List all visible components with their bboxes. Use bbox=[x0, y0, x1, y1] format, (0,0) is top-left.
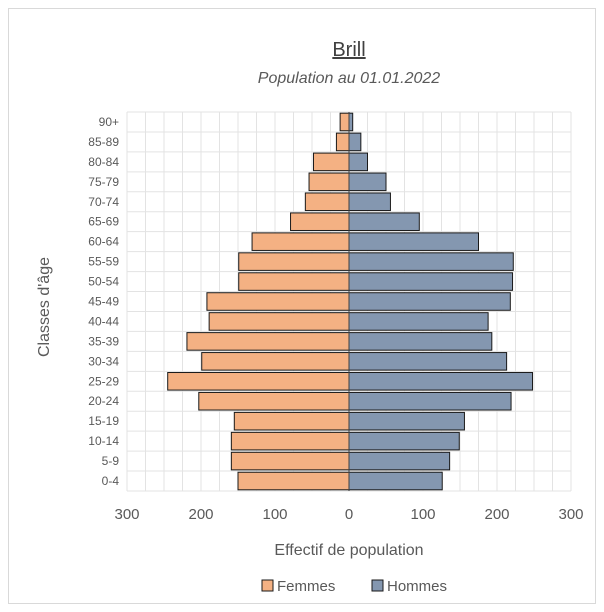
bar-femmes-60-64 bbox=[251, 232, 350, 251]
bar-hommes-5-9 bbox=[348, 451, 451, 471]
bar-femmes-75-79 bbox=[308, 172, 350, 192]
bar-hommes-60-64 bbox=[348, 232, 479, 251]
bar-femmes-5-9 bbox=[230, 451, 350, 471]
y-tick-label: 10-14 bbox=[88, 434, 119, 448]
bar-series bbox=[167, 112, 534, 491]
y-tick-label: 90+ bbox=[99, 115, 119, 129]
legend-swatch-hommes bbox=[371, 579, 384, 592]
bar-hommes-25-29 bbox=[348, 372, 534, 391]
bar-femmes-40-44 bbox=[208, 312, 350, 331]
y-tick-label: 25-29 bbox=[88, 374, 119, 388]
x-tick-label: 100 bbox=[410, 506, 435, 523]
y-tick-label: 85-89 bbox=[88, 135, 119, 149]
population-pyramid-chart: Brill Population au 01.01.2022 0-4 5-9 10-… bbox=[36, 39, 584, 595]
bar-femmes-20-24 bbox=[198, 391, 350, 411]
y-tick-labels: 0-4 5-9 10-14 15-19 20-24 25-29 30-34 35-39 40-4… bbox=[88, 115, 119, 488]
x-axis-label: Effectif de population bbox=[274, 542, 423, 559]
y-tick-label: 15-19 bbox=[88, 414, 119, 428]
y-tick-label: 55-59 bbox=[88, 255, 119, 269]
bar-femmes-15-19 bbox=[233, 411, 350, 431]
y-tick-label: 70-74 bbox=[88, 195, 119, 209]
bar-hommes-80-84 bbox=[348, 152, 368, 172]
bar-hommes-75-79 bbox=[348, 172, 387, 192]
x-tick-label: 200 bbox=[188, 506, 213, 523]
bar-hommes-45-49 bbox=[348, 292, 511, 311]
legend-label-hommes: Hommes bbox=[387, 578, 447, 595]
bar-femmes-50-54 bbox=[238, 272, 350, 291]
bar-femmes-80-84 bbox=[312, 152, 350, 172]
x-tick-label: 300 bbox=[114, 506, 139, 523]
bar-hommes-15-19 bbox=[348, 411, 465, 431]
chart-subtitle: Population au 01.01.2022 bbox=[258, 70, 440, 87]
bar-femmes-55-59 bbox=[238, 252, 350, 271]
bar-femmes-0-4 bbox=[237, 471, 350, 491]
y-tick-label: 75-79 bbox=[88, 175, 119, 189]
bar-hommes-65-69 bbox=[348, 212, 420, 231]
bar-hommes-0-4 bbox=[348, 471, 443, 491]
bar-femmes-65-69 bbox=[290, 212, 350, 231]
y-tick-label: 60-64 bbox=[88, 235, 119, 249]
y-tick-label: 80-84 bbox=[88, 155, 119, 169]
y-tick-label: 5-9 bbox=[102, 454, 120, 468]
bar-hommes-85-89 bbox=[348, 132, 362, 152]
bar-femmes-85-89 bbox=[335, 132, 350, 152]
bar-hommes-10-14 bbox=[348, 431, 460, 451]
bar-femmes-70-74 bbox=[304, 192, 350, 212]
y-tick-label: 50-54 bbox=[88, 275, 119, 289]
bar-hommes-90+ bbox=[348, 112, 354, 132]
bar-hommes-30-34 bbox=[348, 352, 508, 371]
chart-title: Brill bbox=[332, 39, 365, 61]
y-tick-label: 30-34 bbox=[88, 354, 119, 368]
bar-hommes-70-74 bbox=[348, 192, 391, 212]
y-tick-label: 35-39 bbox=[88, 334, 119, 348]
legend-label-femmes: Femmes bbox=[277, 578, 335, 595]
x-tick-labels: 300 200 100 0 100 200 300 bbox=[114, 506, 583, 523]
legend-swatch-femmes bbox=[261, 579, 274, 592]
bar-hommes-40-44 bbox=[348, 312, 489, 331]
y-tick-label: 65-69 bbox=[88, 215, 119, 229]
bar-hommes-50-54 bbox=[348, 272, 514, 291]
y-tick-label: 40-44 bbox=[88, 314, 119, 328]
bar-hommes-55-59 bbox=[348, 252, 514, 271]
x-tick-label: 0 bbox=[345, 506, 353, 523]
chart-container: Brill Population au 01.01.2022 0-4 5-9 10-… bbox=[8, 8, 596, 604]
x-tick-label: 300 bbox=[558, 506, 583, 523]
bar-femmes-10-14 bbox=[230, 431, 350, 451]
bar-femmes-45-49 bbox=[206, 292, 350, 311]
bar-hommes-20-24 bbox=[348, 391, 512, 411]
y-tick-label: 20-24 bbox=[88, 394, 119, 408]
bar-femmes-90+ bbox=[339, 112, 350, 132]
x-tick-label: 100 bbox=[262, 506, 287, 523]
legend: Femmes Hommes bbox=[261, 578, 447, 595]
bar-femmes-30-34 bbox=[201, 352, 350, 371]
bar-femmes-25-29 bbox=[167, 372, 350, 391]
y-tick-label: 45-49 bbox=[88, 295, 119, 309]
bar-hommes-35-39 bbox=[348, 332, 493, 351]
bar-femmes-35-39 bbox=[186, 332, 350, 351]
x-tick-label: 200 bbox=[484, 506, 509, 523]
y-tick-label: 0-4 bbox=[102, 474, 120, 488]
y-axis-label: Classes d'âge bbox=[36, 257, 53, 357]
